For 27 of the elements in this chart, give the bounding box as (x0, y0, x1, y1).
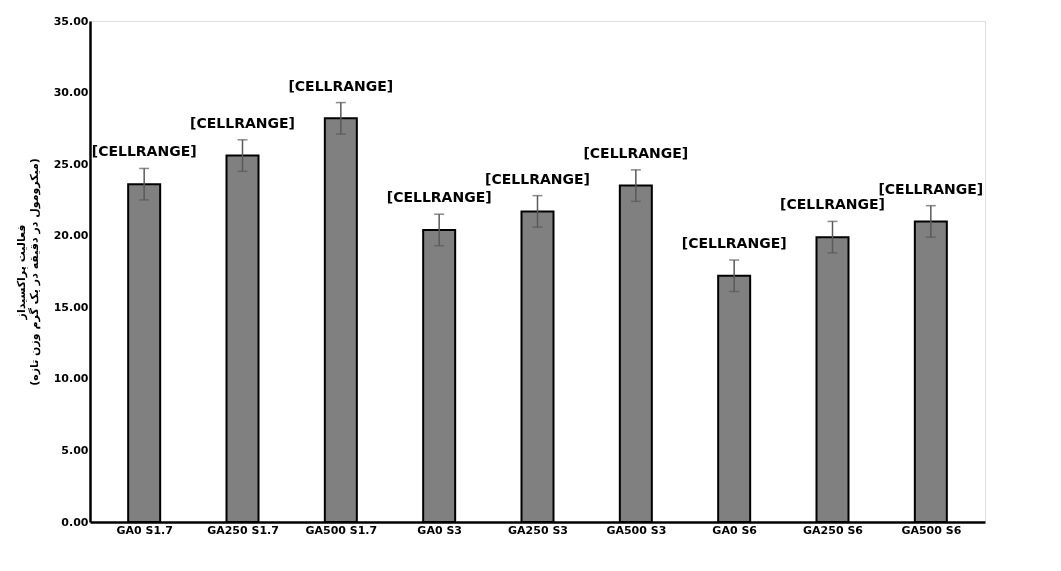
y-tick-label: 25.00 (53, 157, 89, 171)
x-tick-label: GA0 S6 (712, 523, 758, 537)
data-label: [CELLRANGE] (583, 144, 689, 161)
y-tick-label: 15.00 (53, 300, 89, 314)
data-label: [CELLRANGE] (91, 143, 197, 160)
data-label: [CELLRANGE] (386, 189, 492, 206)
y-tick-label: 35.00 (53, 14, 89, 28)
data-label: [CELLRANGE] (878, 180, 984, 197)
y-tick-label: 0.00 (61, 515, 89, 529)
x-tick-label: GA250 S6 (803, 523, 864, 537)
data-label: [CELLRANGE] (780, 196, 885, 213)
x-tick-label: GA500 S1.7 (305, 523, 378, 537)
y-tick-label: 20.00 (53, 229, 89, 243)
y-tick-label: 30.00 (53, 86, 89, 100)
data-label: [CELLRANGE] (190, 114, 295, 131)
x-tick-label: GA0 S3 (417, 523, 462, 537)
x-tick-label: GA500 S6 (901, 523, 962, 537)
x-tick-label: GA0 S1.7 (116, 523, 173, 537)
x-tick-label: GA500 S3 (606, 523, 667, 537)
y-axis-title: فعالیت پراکسیداز (میکرومول در دقیقه در یک گرم وزن تازه) (14, 158, 41, 386)
x-tick-label: GA250 S1.7 (207, 523, 279, 537)
y-tick-label: 5.00 (61, 443, 89, 457)
x-tick-label: GA250 S3 (508, 523, 568, 537)
y-tick-label: 10.00 (53, 372, 89, 386)
data-label: [CELLRANGE] (288, 77, 394, 94)
data-label: [CELLRANGE] (485, 170, 590, 187)
data-label: [CELLRANGE] (681, 235, 787, 252)
